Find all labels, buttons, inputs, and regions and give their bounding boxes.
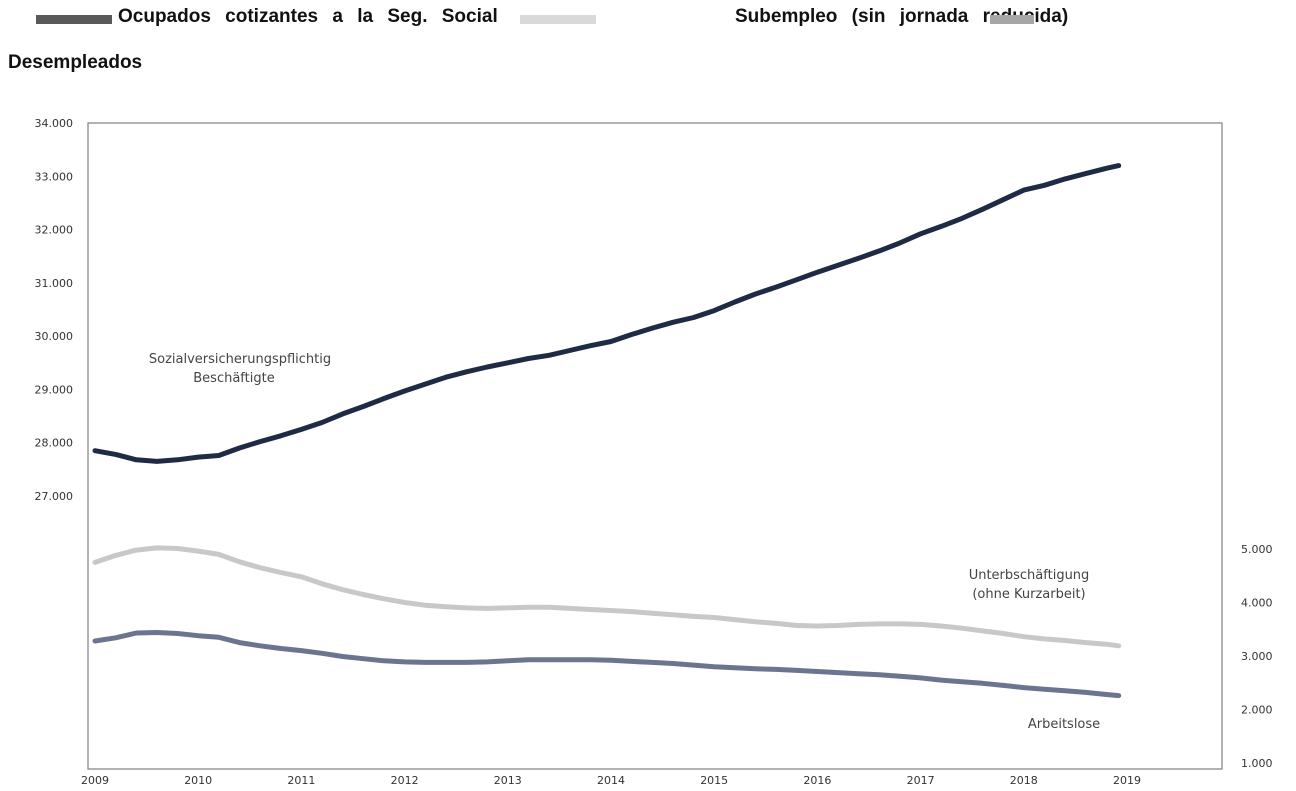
legend-swatch-ocupados bbox=[36, 15, 112, 24]
right-tick-label: 1.000 bbox=[1241, 757, 1273, 770]
left-tick-label: 27.000 bbox=[35, 490, 74, 503]
left-tick-label: 30.000 bbox=[35, 330, 74, 343]
series-line-3 bbox=[92, 630, 1122, 699]
legend-swatch-desempleados bbox=[990, 15, 1034, 24]
left-tick-label: 31.000 bbox=[35, 277, 74, 290]
x-tick-label: 2014 bbox=[597, 774, 625, 787]
annotation-unterbeschaeftigung-line1: Unterbschäftigung bbox=[969, 568, 1090, 583]
annotations: Sozialversicherungspflichtig Beschäftigt… bbox=[149, 352, 1100, 732]
left-tick-label: 34.000 bbox=[35, 117, 74, 130]
right-tick-label: 2.000 bbox=[1241, 704, 1273, 717]
left-tick-label: 28.000 bbox=[35, 437, 74, 450]
x-tick-label: 2019 bbox=[1113, 774, 1141, 787]
annotation-beschaeftigte-line2: Beschäftigte bbox=[193, 371, 274, 386]
x-tick-label: 2009 bbox=[81, 774, 109, 787]
left-axis: 34.000 33.000 32.000 31.000 30.000 29.000 28.0… bbox=[35, 117, 74, 503]
annotation-beschaeftigte-line1: Sozialversicherungspflichtig bbox=[149, 352, 331, 367]
left-tick-label: 32.000 bbox=[35, 224, 74, 237]
legend-label-ocupados: Ocupados cotizantes a la Seg. Social bbox=[118, 6, 498, 27]
right-tick-label: 3.000 bbox=[1241, 650, 1273, 663]
series-line-1 bbox=[92, 163, 1122, 464]
x-tick-label: 2012 bbox=[391, 774, 419, 787]
plot-frame bbox=[87, 122, 1223, 770]
right-axis: 5.000 4.000 3.000 2.000 1.000 bbox=[1241, 543, 1273, 770]
x-tick-label: 2010 bbox=[184, 774, 212, 787]
series-line-2 bbox=[92, 545, 1122, 649]
left-tick-label: 29.000 bbox=[35, 383, 74, 396]
annotation-arbeitslose: Arbeitslose bbox=[1028, 717, 1100, 732]
annotation-unterbeschaeftigung-line2: (ohne Kurzarbeit) bbox=[972, 587, 1085, 602]
x-tick-label: 2015 bbox=[700, 774, 728, 787]
legend-label-subempleo: Subempleo (sin jornada reducida) bbox=[735, 6, 1069, 27]
legend-label-desempleados: Desempleados bbox=[8, 52, 143, 73]
left-tick-label: 33.000 bbox=[35, 170, 74, 183]
series-layer bbox=[92, 163, 1122, 699]
legend-swatch-subempleo bbox=[520, 15, 596, 24]
x-tick-label: 2018 bbox=[1010, 774, 1038, 787]
x-tick-label: 2011 bbox=[287, 774, 315, 787]
x-axis: 2009 2010 2011 2012 2013 2014 2015 2016 2017 2018… bbox=[81, 774, 1141, 787]
x-tick-label: 2016 bbox=[803, 774, 831, 787]
x-tick-label: 2013 bbox=[494, 774, 522, 787]
right-tick-label: 4.000 bbox=[1241, 597, 1273, 610]
x-tick-label: 2017 bbox=[907, 774, 935, 787]
right-tick-label: 5.000 bbox=[1241, 543, 1273, 556]
